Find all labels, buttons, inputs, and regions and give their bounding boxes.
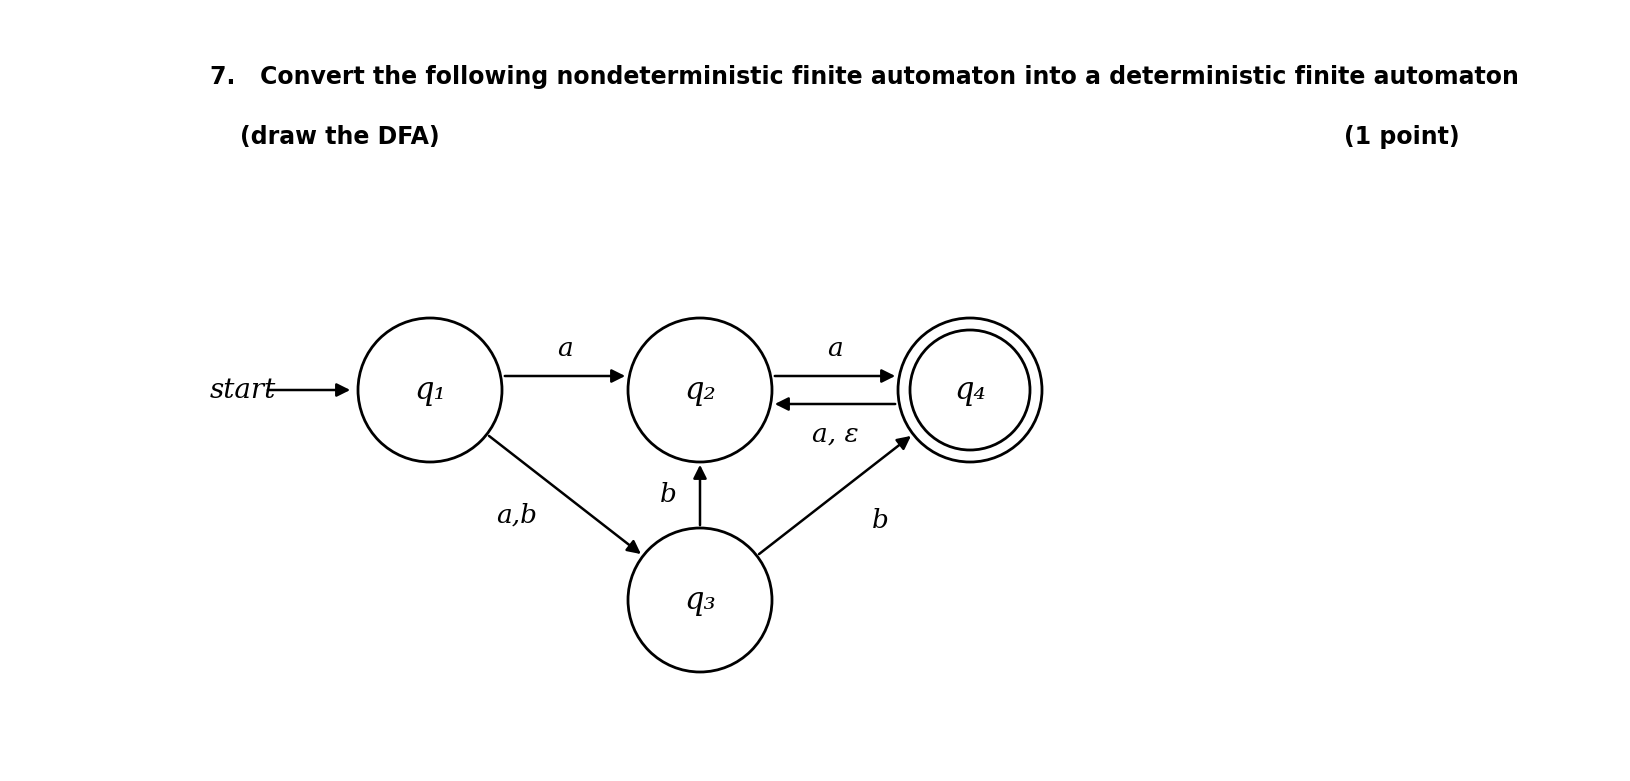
Circle shape	[359, 318, 502, 462]
Text: q₄: q₄	[954, 375, 986, 405]
Circle shape	[628, 318, 773, 462]
Text: start: start	[210, 376, 275, 404]
Text: q₃: q₃	[685, 584, 716, 615]
Text: (draw the DFA): (draw the DFA)	[240, 125, 440, 149]
Circle shape	[628, 528, 773, 672]
Text: b: b	[872, 508, 888, 533]
Text: a: a	[826, 336, 843, 361]
Text: a: a	[557, 336, 572, 361]
Text: q₁: q₁	[414, 375, 447, 405]
Text: b: b	[660, 483, 676, 508]
Text: q₂: q₂	[685, 375, 716, 405]
Circle shape	[898, 318, 1042, 462]
Text: (1 point): (1 point)	[1345, 125, 1460, 149]
Text: 7.   Convert the following nondeterministic finite automaton into a deterministi: 7. Convert the following nondeterministi…	[210, 65, 1519, 89]
Text: a,b: a,b	[497, 502, 538, 527]
Text: a, ε: a, ε	[812, 422, 859, 447]
